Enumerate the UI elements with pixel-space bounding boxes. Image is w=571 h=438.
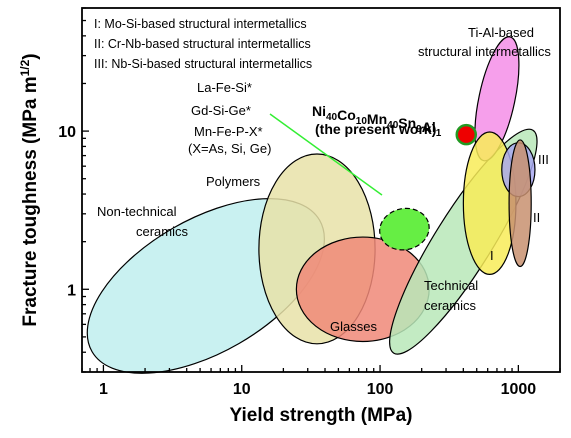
present-work-formula: Ni40Co10Mn40Sn9Al1 (312, 103, 442, 139)
non-technical-ceramics-label: ceramics (136, 224, 189, 239)
magnetocaloric-label: Mn-Fe-P-X* (194, 124, 263, 139)
magnetocaloric-connector (269, 113, 383, 196)
legend-note: III: Nb-Si-based structural intermetalli… (94, 57, 312, 71)
plot-frame (81, 7, 561, 373)
x-tick-label: 100 (367, 381, 394, 398)
y-tick-label: 10 (58, 124, 76, 141)
magnetocaloric-region (379, 207, 430, 251)
glasses-label: Glasses (330, 319, 377, 334)
present-work-label: (the present work) (315, 121, 436, 137)
labels-layer: 1 10 100 1000 1 10 Yield strength (MPa) Fractur… (18, 17, 551, 426)
magnetocaloric-label: La-Fe-Si* (197, 80, 252, 95)
technical-ceramics-label: ceramics (424, 298, 477, 313)
y-tick-label: 1 (67, 282, 76, 299)
polymers-label: Polymers (206, 174, 261, 189)
cr-nb-intermetallics-ii-region (508, 139, 532, 268)
nb-si-intermetallics-iii-label: III (538, 152, 549, 167)
non-technical-ceramics-label: Non-technical (97, 204, 177, 219)
cr-nb-intermetallics-ii-label: II (533, 210, 540, 225)
present-work-point (455, 123, 478, 146)
x-tick-label: 1 (99, 381, 108, 398)
magnetocaloric-label: (X=As, Si, Ge) (188, 141, 271, 156)
mo-si-intermetallics-i-label: I (490, 248, 494, 263)
legend-note: II: Cr-Nb-based structural intermetallic… (94, 37, 311, 51)
ti-al-intermetallics-label: Ti-Al-based (468, 25, 534, 40)
y-axis-title: Fracture toughness (MPa m1/2) (18, 53, 41, 326)
technical-ceramics-label: Technical (424, 278, 478, 293)
magnetocaloric-label: Gd-Si-Ge* (191, 103, 251, 118)
ti-al-intermetallics-label: structural intermetallics (418, 44, 551, 59)
x-tick-label: 10 (233, 381, 251, 398)
axes-layer (81, 7, 561, 373)
x-tick-label: 1000 (501, 381, 537, 398)
regions-layer (86, 36, 538, 374)
x-axis-title: Yield strength (MPa) (230, 405, 413, 426)
legend-note: I: Mo-Si-based structural intermetallics (94, 17, 307, 31)
